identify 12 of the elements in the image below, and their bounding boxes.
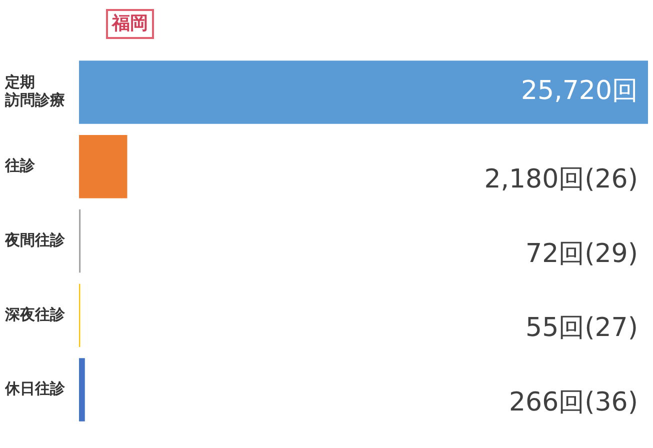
data-label: 72回(29) xyxy=(526,238,638,269)
chart-title: 福岡 xyxy=(106,9,154,39)
bar xyxy=(79,134,128,198)
data-label: 55回(27) xyxy=(526,313,638,344)
y-tick-label: 定期訪問診療 xyxy=(4,73,65,110)
y-tick-label: 深夜往診 xyxy=(4,305,66,324)
y-tick-label: 夜間往診 xyxy=(4,230,66,249)
data-label: 266回(36) xyxy=(509,388,638,418)
bar xyxy=(79,358,85,422)
bar xyxy=(79,60,648,124)
data-label: 25,720回 xyxy=(521,76,638,106)
data-label: 2,180回(26) xyxy=(484,164,638,194)
